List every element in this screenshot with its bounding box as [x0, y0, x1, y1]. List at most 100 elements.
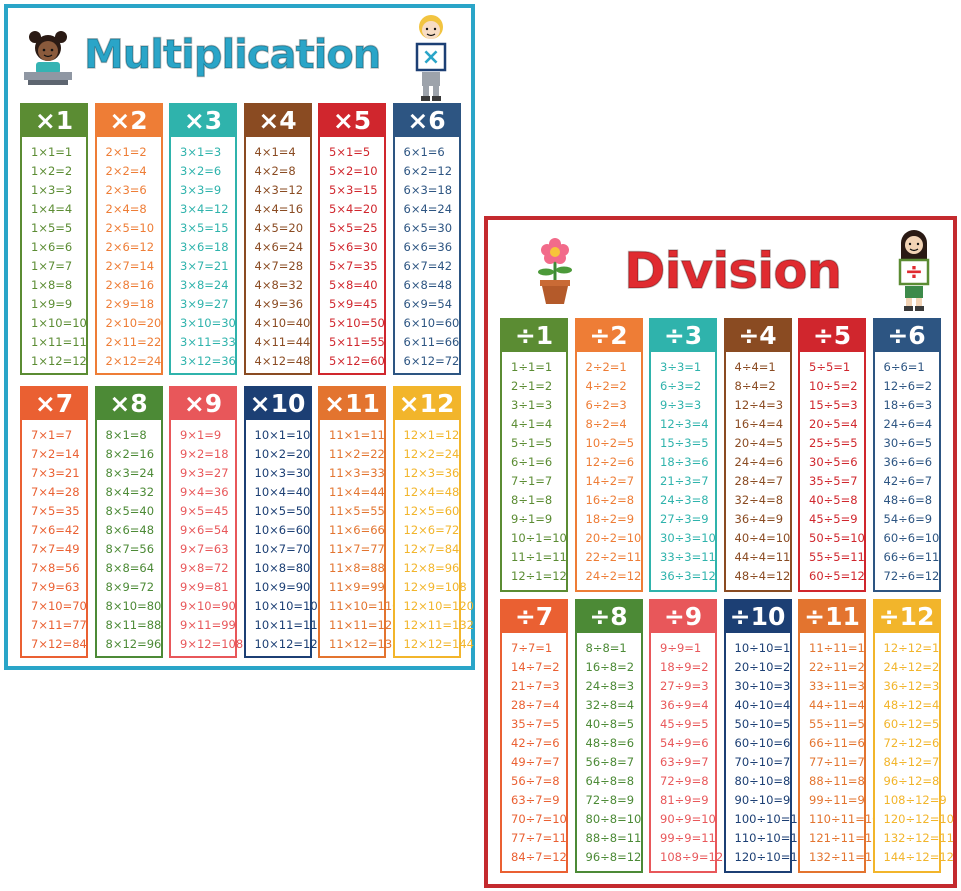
fact-line: 10×7=70 [254, 542, 311, 556]
fact-line: 22÷2=11 [585, 550, 642, 564]
table-facts: 3×1=3 3×2=6 3×3=9 3×4=12 3×5=15 3×6=18 3×7=21 3… [171, 137, 236, 371]
fact-line: 11÷1=11 [511, 550, 567, 564]
table-column: ÷11 11÷11=1 22÷11=2 33÷11=3 44÷11=4 55÷11=5 66… [798, 599, 880, 873]
fact-line: 16÷2=8 [585, 493, 635, 507]
fact-line: 28÷4=7 [734, 474, 784, 488]
fact-line: 12×4=48 [403, 485, 460, 499]
table-header: ÷8 [576, 601, 641, 633]
fact-line: 12×11=132 [403, 618, 475, 632]
fact-line: 6×3=18 [403, 183, 453, 197]
fact-line: 11×7=77 [329, 542, 385, 556]
fact-line: 4÷1=4 [511, 417, 553, 431]
fact-line: 6÷2=3 [585, 398, 627, 412]
table-header: ×8 [96, 388, 161, 420]
fact-line: 40÷5=8 [809, 493, 858, 507]
table-header: ×7 [22, 388, 86, 420]
table-facts: 11×1=11 11×2=22 11×3=33 11×4=44 11×5=55 11×6=… [320, 420, 400, 654]
table-facts: 4×1=4 4×2=8 4×3=12 4×4=16 4×5=20 4×6=24 4×7=28… [246, 137, 311, 371]
fact-line: 40÷8=5 [585, 717, 635, 731]
fact-line: 32÷8=4 [585, 698, 635, 712]
fact-line: 54÷6=9 [883, 512, 933, 526]
fact-line: 5×11=55 [329, 335, 385, 349]
table-header: ÷10 [725, 601, 790, 633]
fact-line: 3×12=36 [180, 354, 236, 368]
table-column: ×2 2×1=2 2×2=4 2×3=6 2×4=8 2×5=10 2×6=12 2×7=14… [94, 103, 163, 375]
fact-line: 99÷11=9 [809, 793, 865, 807]
fact-line: 54÷9=6 [660, 736, 709, 750]
table-header: ×1 [22, 105, 86, 137]
table-header: ×12 [394, 388, 459, 420]
fact-line: 9×12=108 [180, 637, 244, 651]
fact-line: 6×7=42 [403, 259, 453, 273]
fact-line: 35÷7=5 [511, 717, 560, 731]
fact-line: 2×4=8 [105, 202, 147, 216]
fact-line: 3×2=6 [180, 164, 222, 178]
fact-line: 24÷2=12 [585, 569, 642, 583]
fact-line: 12×8=96 [403, 561, 460, 575]
fact-line: 55÷11=5 [809, 717, 865, 731]
fact-line: 21÷7=3 [511, 679, 560, 693]
fact-line: 4×5=20 [254, 221, 304, 235]
fact-line: 1×11=11 [31, 335, 87, 349]
fact-line: 25÷5=5 [809, 436, 858, 450]
fact-line: 36÷4=9 [734, 512, 784, 526]
fact-line: 84÷12=7 [883, 755, 940, 769]
fact-line: 10×2=20 [254, 447, 311, 461]
table-header: ÷7 [502, 601, 566, 633]
table-facts: 11÷11=1 22÷11=2 33÷11=3 44÷11=4 55÷11=5 66÷11… [800, 633, 880, 867]
table-facts: 12÷12=1 24÷12=2 36÷12=3 48÷12=4 60÷12=5 72÷12… [875, 633, 955, 867]
fact-line: 10÷2=5 [585, 436, 635, 450]
table-header: ÷11 [800, 601, 864, 633]
fact-line: 81÷9=9 [660, 793, 709, 807]
fact-line: 48÷4=12 [734, 569, 791, 583]
fact-line: 1×8=8 [31, 278, 73, 292]
fact-line: 144÷12=12 [883, 850, 955, 864]
fact-line: 120÷12=10 [883, 812, 955, 826]
fact-line: 3×8=24 [180, 278, 229, 292]
table-column: ÷12 12÷12=1 24÷12=2 36÷12=3 48÷12=4 60÷12=5 72… [872, 599, 955, 873]
table-header: ÷5 [800, 320, 864, 352]
fact-line: 9×6=54 [180, 523, 229, 537]
fact-line: 5÷5=1 [809, 360, 851, 374]
fact-line: 12×2=24 [403, 447, 460, 461]
table-header: ×9 [171, 388, 235, 420]
fact-line: 2×9=18 [105, 297, 155, 311]
table-facts: 1×1=1 1×2=2 1×3=3 1×4=4 1×5=5 1×6=6 1×7=7 1×8=8… [22, 137, 87, 371]
fact-line: 5×10=50 [329, 316, 385, 330]
fact-line: 66÷6=11 [883, 550, 940, 564]
fact-line: 56÷8=7 [585, 755, 635, 769]
fact-line: 88÷11=8 [809, 774, 865, 788]
fact-line: 2×5=10 [105, 221, 155, 235]
fact-line: 42÷6=7 [883, 474, 933, 488]
fact-line: 6÷6=1 [883, 360, 925, 374]
fact-line: 24÷4=6 [734, 455, 784, 469]
fact-line: 3÷3=1 [660, 360, 702, 374]
fact-line: 33÷11=3 [809, 679, 865, 693]
fact-line: 5×1=5 [329, 145, 371, 159]
table-facts: 10×1=10 10×2=20 10×3=30 10×4=40 10×5=50 10×6=… [246, 420, 326, 654]
fact-line: 30÷6=5 [883, 436, 933, 450]
fact-line: 5×7=35 [329, 259, 378, 273]
table-column: ×3 3×1=3 3×2=6 3×3=9 3×4=12 3×5=15 3×6=18 3×7=2… [169, 103, 237, 375]
fact-line: 22÷11=2 [809, 660, 865, 674]
poster-title: Division [623, 241, 843, 301]
fact-line: 66÷11=6 [809, 736, 865, 750]
table-facts: 8÷8=1 16÷8=2 24÷8=3 32÷8=4 40÷8=5 48÷8=6 56÷8=… [577, 633, 642, 867]
fact-line: 56÷7=8 [511, 774, 560, 788]
fact-line: 16÷4=4 [734, 417, 784, 431]
table-column: ×8 8×1=8 8×2=16 8×3=24 8×4=32 8×5=40 8×6=48 8×7… [94, 386, 163, 658]
fact-line: 64÷8=8 [585, 774, 635, 788]
table-column: ×9 9×1=9 9×2=18 9×3=27 9×4=36 9×5=45 9×6=54 9×7… [169, 386, 244, 658]
fact-line: 50÷5=10 [809, 531, 865, 545]
fact-line: 9×3=27 [180, 466, 229, 480]
table-header: ÷3 [651, 320, 715, 352]
table-column: ×10 10×1=10 10×2=20 10×3=30 10×4=40 10×5=50 10… [243, 386, 326, 658]
fact-line: 90÷9=10 [660, 812, 716, 826]
fact-line: 12÷6=2 [883, 379, 933, 393]
table-facts: 5×1=5 5×2=10 5×3=15 5×4=20 5×5=25 5×6=30 5×7=3… [320, 137, 385, 371]
fact-line: 4×11=44 [254, 335, 311, 349]
fact-line: 11×4=44 [329, 485, 385, 499]
fact-line: 3×4=12 [180, 202, 229, 216]
fact-line: 80÷10=8 [734, 774, 791, 788]
fact-line: 11×2=22 [329, 447, 385, 461]
